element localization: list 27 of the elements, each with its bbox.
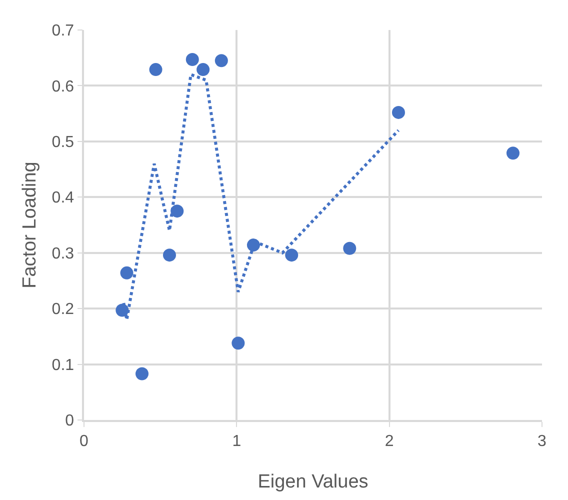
y-axis-title: Factor Loading <box>20 162 40 288</box>
x-tick-label: 3 <box>538 432 547 450</box>
point <box>232 336 245 350</box>
y-tick-label: 0.3 <box>52 245 74 262</box>
point <box>136 367 149 380</box>
point <box>162 248 176 262</box>
point <box>506 146 520 160</box>
x-axis-title: Eigen Values <box>258 472 368 492</box>
x-tick-label: 0 <box>80 432 89 450</box>
y-tick-label: 0.2 <box>52 301 74 318</box>
y-tick-label: 0 <box>65 412 74 430</box>
point <box>392 106 405 119</box>
y-tick-label: 0.5 <box>52 134 74 152</box>
x-tick-label: 1 <box>232 432 242 450</box>
point <box>214 54 228 68</box>
y-tick-label: 0.4 <box>52 190 74 207</box>
x-tick-label: 2 <box>384 432 394 450</box>
point <box>285 248 298 262</box>
point <box>186 53 199 66</box>
y-tick-label: 0.1 <box>52 356 74 374</box>
y-tick-label: 0.7 <box>52 22 74 40</box>
y-tick-label: 0.6 <box>52 78 74 96</box>
point <box>343 242 356 255</box>
point <box>170 204 184 218</box>
point <box>196 63 210 76</box>
point <box>120 266 134 280</box>
point <box>149 63 162 76</box>
